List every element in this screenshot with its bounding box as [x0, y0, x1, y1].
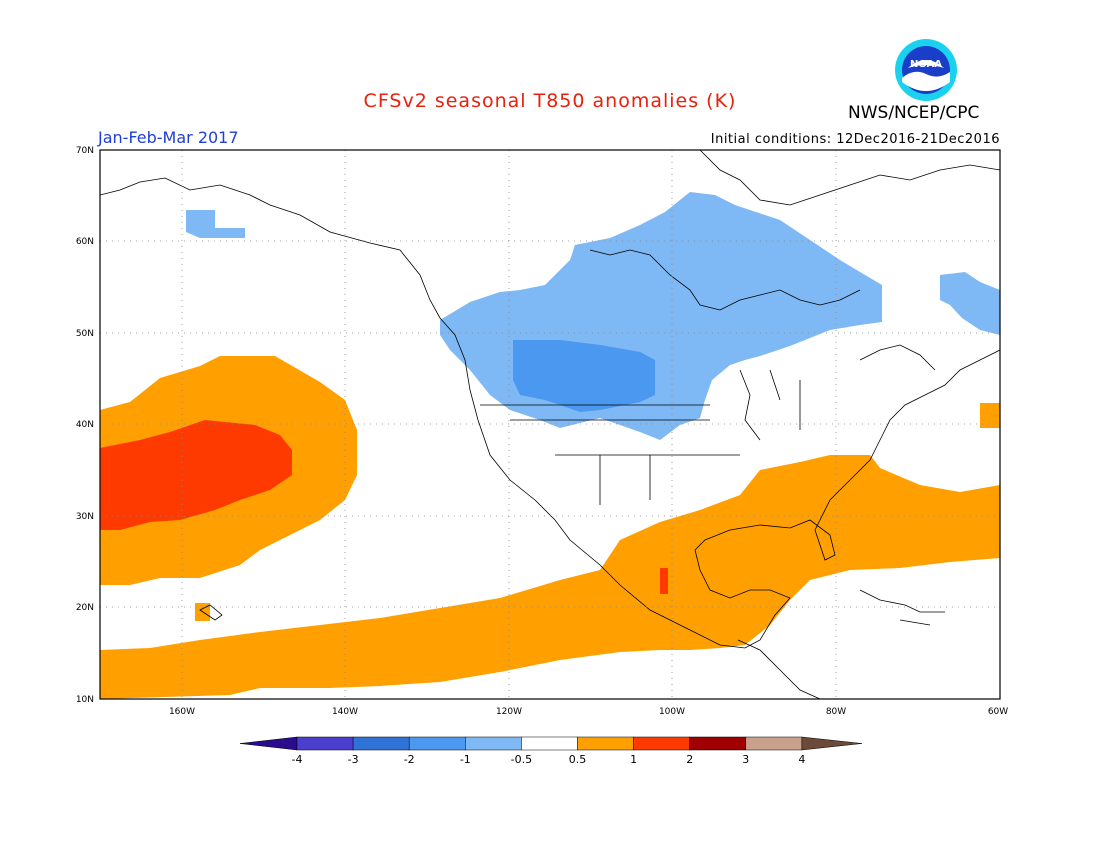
lon-label: 140W	[332, 707, 358, 717]
forecast-period: Jan-Feb-Mar 2017	[98, 128, 239, 147]
colorbar-segment	[633, 736, 690, 751]
lon-label: 100W	[659, 707, 685, 717]
subtropical-warm-band	[100, 455, 1000, 699]
canada-cold-anomaly	[440, 192, 882, 440]
atlantic-warm-patch	[980, 403, 1000, 428]
colorbar-segment	[577, 736, 634, 751]
colorbar-label: 1	[630, 753, 637, 766]
lon-label: 120W	[496, 707, 522, 717]
colorbar-segment	[465, 736, 522, 751]
latitude-axis: 70N 60N 50N 40N 30N 20N 10N	[76, 146, 94, 705]
colorbar-label: -4	[292, 753, 303, 766]
bering-cold-patch	[186, 210, 245, 238]
colorbar-label: -3	[348, 753, 359, 766]
longitude-axis: 160W 140W 120W 100W 80W 60W	[169, 707, 1008, 717]
plains-cold-core	[513, 340, 655, 412]
colorbar-segment	[296, 736, 354, 751]
colorbar-label: 0.5	[569, 753, 587, 766]
lon-label: 160W	[169, 707, 195, 717]
coastlines	[100, 150, 1000, 699]
noaa-logo: NOAA	[895, 39, 957, 101]
colorbar-label: -0.5	[511, 753, 532, 766]
lon-label: 60W	[988, 707, 1008, 717]
labrador-cold-patch	[940, 272, 1000, 335]
lat-label: 40N	[76, 420, 94, 430]
agency-label: NWS/NCEP/CPC	[848, 103, 980, 123]
colorbar-label: 4	[798, 753, 805, 766]
graticule	[100, 150, 1000, 699]
colorbar-max-arrow	[801, 736, 862, 751]
colorbar-label: -2	[404, 753, 415, 766]
map-title: CFSv2 seasonal T850 anomalies (K)	[363, 90, 737, 112]
anomaly-field	[100, 150, 1000, 699]
lat-label: 10N	[76, 695, 94, 705]
colorbar: -4 -3 -2 -1 -0.5 0.5 1 2 3 4	[239, 736, 862, 766]
colorbar-segment	[745, 736, 803, 751]
lat-label: 70N	[76, 146, 94, 156]
colorbar-segment	[408, 736, 466, 751]
lon-label: 80W	[826, 707, 846, 717]
mexico-warm-spot	[660, 568, 668, 594]
colorbar-segment	[689, 736, 747, 751]
logo-text: NOAA	[910, 59, 942, 70]
plot-frame	[99, 149, 1001, 700]
colorbar-label: -1	[460, 753, 471, 766]
lat-label: 30N	[76, 512, 94, 522]
lat-label: 20N	[76, 603, 94, 613]
lat-label: 60N	[76, 237, 94, 247]
colorbar-label: 2	[686, 753, 693, 766]
colorbar-label: 3	[742, 753, 749, 766]
pacific-warm-core	[100, 420, 292, 530]
colorbar-segment	[352, 736, 410, 751]
lat-label: 50N	[76, 329, 94, 339]
colorbar-segment	[521, 736, 578, 751]
initial-conditions: Initial conditions: 12Dec2016-21Dec2016	[710, 132, 1000, 147]
colorbar-min-arrow	[239, 736, 298, 751]
